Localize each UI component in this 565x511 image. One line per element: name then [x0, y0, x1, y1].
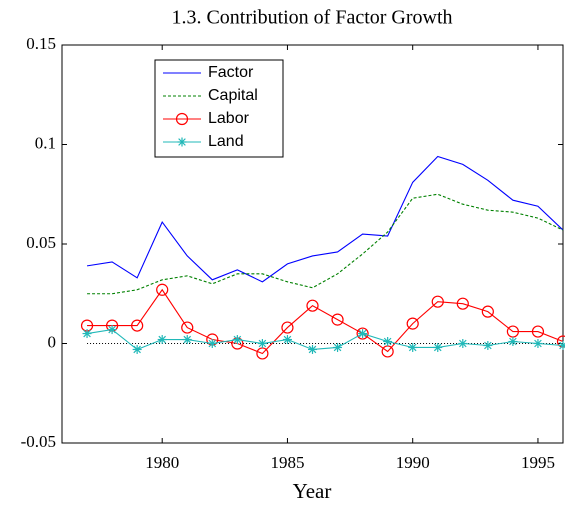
y-tick-label: 0.1 [35, 133, 56, 152]
marker [333, 342, 343, 352]
chart-title: 1.3. Contribution of Factor Growth [171, 7, 452, 29]
marker-stroke [178, 138, 186, 146]
marker [182, 335, 192, 345]
marker-stroke [484, 341, 492, 350]
marker [232, 335, 242, 345]
marker [131, 319, 144, 332]
marker-stroke [83, 329, 91, 338]
series-line [87, 288, 564, 355]
marker [406, 317, 419, 330]
marker [308, 344, 317, 354]
marker [408, 342, 418, 352]
marker [458, 339, 468, 348]
marker [282, 335, 292, 345]
marker-stroke [559, 342, 565, 350]
marker-stroke [433, 343, 442, 352]
legend-label: Capital [208, 87, 258, 104]
y-tick-label: 0 [48, 332, 57, 351]
marker [181, 321, 194, 334]
marker [331, 313, 344, 326]
marker-stroke [534, 339, 542, 348]
marker [531, 325, 545, 338]
marker-stroke [208, 339, 217, 348]
marker [433, 342, 443, 352]
marker [383, 337, 393, 347]
marker-stroke [383, 337, 392, 346]
x-tick-label: 1990 [396, 453, 430, 472]
marker [483, 340, 493, 350]
marker-stroke [233, 335, 242, 344]
series-line [86, 155, 564, 283]
marker-stroke [358, 329, 367, 338]
legend-label: Factor [208, 64, 254, 81]
marker [82, 329, 92, 339]
marker [558, 340, 565, 350]
y-tick-label: 0.15 [26, 34, 56, 53]
marker-stroke [158, 335, 166, 344]
y-tick-label: 0.05 [26, 233, 56, 252]
marker-stroke [183, 335, 192, 344]
marker-stroke [333, 343, 342, 352]
legend-label: Land [208, 133, 244, 150]
marker [456, 297, 469, 310]
marker [107, 325, 117, 335]
marker-stroke [283, 335, 292, 344]
legend: Factor Capital Labor Land [154, 59, 284, 158]
series-line [87, 193, 564, 295]
marker [508, 337, 518, 347]
plot-frame [61, 44, 564, 444]
marker [481, 305, 494, 318]
x-tick-label: 1980 [145, 453, 179, 472]
marker-stroke [509, 337, 517, 346]
marker-stroke [258, 339, 267, 348]
x-tick-label: 1995 [521, 453, 555, 472]
x-tick-label: 1985 [270, 453, 304, 472]
marker-stroke [308, 345, 317, 354]
legend-label: Labor [208, 110, 250, 127]
x-axis-label: Year [293, 479, 332, 503]
marker [156, 283, 169, 296]
marker-stroke [408, 343, 417, 352]
marker-stroke [459, 339, 467, 348]
marker [175, 112, 189, 126]
marker [257, 339, 267, 348]
marker [281, 321, 294, 334]
marker [431, 295, 444, 308]
marker-stroke [108, 325, 116, 334]
marker [132, 344, 142, 354]
y-tick-label: -0.05 [21, 432, 56, 451]
marker [533, 339, 543, 348]
marker [207, 339, 217, 348]
marker [306, 299, 319, 312]
marker [356, 327, 369, 340]
marker [157, 335, 167, 345]
marker [177, 137, 187, 147]
marker-stroke [133, 345, 141, 354]
legend-box [154, 59, 284, 158]
marker [358, 329, 368, 339]
